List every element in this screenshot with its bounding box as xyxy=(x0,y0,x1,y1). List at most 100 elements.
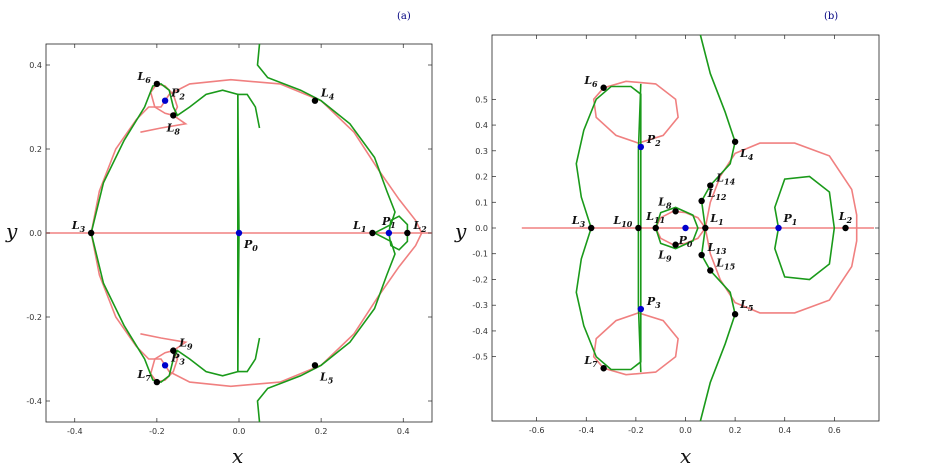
panel-a: (a) -0.4 -0.2 0.0 0.2 0.4 -0.4 -0.2 0.0 0.2 0.4 L… xyxy=(5,11,433,468)
point-l12 xyxy=(698,197,705,205)
point-p1 xyxy=(775,224,782,232)
y-tick-label: -0.4 xyxy=(472,327,488,336)
y-tick-label: 0.2 xyxy=(475,173,488,182)
point-label: P2 xyxy=(170,87,185,102)
pink-inner-lower xyxy=(140,333,188,352)
x-tick-label: 0.2 xyxy=(729,426,742,435)
y-tick-label: -0.2 xyxy=(26,313,42,322)
pink-lobe-upper xyxy=(592,80,679,144)
point-label: L7 xyxy=(583,354,598,369)
point-l2 xyxy=(404,229,411,237)
point-l14 xyxy=(707,182,714,189)
point-label: L3 xyxy=(571,214,586,229)
point-l8 xyxy=(170,112,177,119)
point-p1 xyxy=(385,229,393,237)
point-l5 xyxy=(731,311,739,318)
pink-right-loop xyxy=(704,142,858,314)
panel-a-ylabel: y xyxy=(5,219,18,243)
x-tick-label: -0.2 xyxy=(628,426,644,435)
point-label: L7 xyxy=(137,368,152,383)
point-l10 xyxy=(635,224,642,232)
point-label: L3 xyxy=(71,219,86,234)
point-p3 xyxy=(161,362,169,369)
point-l6 xyxy=(600,84,607,91)
point-label: P0 xyxy=(243,238,258,253)
panel-b-ticks: -0.6 -0.4 -0.2 0.0 0.2 0.4 0.6 -0.5 -0.4 -0.3 -0.2… xyxy=(472,35,879,435)
panel-a-xlabel: x xyxy=(232,444,243,468)
green-loop-p1 xyxy=(773,175,836,281)
point-label: L6 xyxy=(583,74,598,89)
point-l3 xyxy=(87,229,95,237)
point-l7 xyxy=(600,365,607,372)
point-l1 xyxy=(369,229,376,237)
point-label: L14 xyxy=(715,172,735,187)
point-label: L9 xyxy=(178,337,193,352)
point-label: P2 xyxy=(646,133,661,148)
y-tick-label: -0.1 xyxy=(472,250,488,259)
y-tick-label: 0.3 xyxy=(475,147,488,156)
green-inner-loop xyxy=(654,206,699,250)
panel-b-label: (b) xyxy=(824,11,838,22)
x-tick-label: -0.2 xyxy=(149,427,165,436)
x-tick-label: 0.2 xyxy=(315,427,328,436)
point-l2 xyxy=(842,224,849,232)
point-p0 xyxy=(235,229,243,237)
point-label: L4 xyxy=(320,87,335,102)
point-label: L2 xyxy=(838,210,853,225)
pink-outer-curve xyxy=(90,78,423,388)
panel-b: (b) -0.6 -0.4 -0.2 0.0 0.2 0.4 0.6 -0.5 -0.4 -0.3… xyxy=(454,11,880,468)
point-l13 xyxy=(698,251,705,259)
point-l9 xyxy=(672,241,679,248)
panel-a-points: L1 L2 L3 L4 L5 L6 L7 L8 L9 P0 P1 P2 P3 xyxy=(71,70,427,386)
point-l1 xyxy=(702,224,709,232)
point-label: L1 xyxy=(709,212,723,227)
point-label: L10 xyxy=(612,214,632,229)
point-label: L6 xyxy=(137,70,152,85)
point-label: L4 xyxy=(739,147,754,162)
point-label: L15 xyxy=(715,256,735,271)
y-tick-label: 0.0 xyxy=(475,224,488,233)
point-label: L12 xyxy=(707,187,727,202)
y-tick-label: 0.1 xyxy=(475,198,488,207)
pink-lobe-lower xyxy=(592,312,679,376)
x-tick-label: 0.6 xyxy=(828,426,841,435)
point-l4 xyxy=(311,97,319,104)
y-tick-label: -0.3 xyxy=(472,301,488,310)
point-label: P0 xyxy=(678,234,693,249)
point-label: P3 xyxy=(646,295,661,310)
point-label: P1 xyxy=(381,215,396,230)
point-l8 xyxy=(672,208,679,215)
y-tick-label: 0.0 xyxy=(29,229,42,238)
panel-b-xlabel: x xyxy=(680,444,691,468)
point-label: L8 xyxy=(657,195,672,210)
y-tick-label: 0.2 xyxy=(29,145,42,154)
point-label: L5 xyxy=(739,298,754,313)
y-tick-label: 0.4 xyxy=(475,121,488,130)
x-tick-label: 0.4 xyxy=(778,426,791,435)
point-p2 xyxy=(161,97,169,104)
point-label: L11 xyxy=(645,210,665,225)
x-tick-label: -0.6 xyxy=(529,426,545,435)
point-l3 xyxy=(588,224,595,232)
point-l9 xyxy=(170,347,177,354)
point-l7 xyxy=(153,378,161,386)
point-l11 xyxy=(652,224,659,232)
point-p0 xyxy=(682,224,689,232)
panel-b-points: L1 L2 L3 L4 L5 L6 L7 L8 L9 L10 L11 L12 L13 L14 L15 P0 P1… xyxy=(571,74,853,372)
point-label: L1 xyxy=(352,219,366,234)
point-label: L2 xyxy=(412,219,427,234)
panel-b-ylabel: y xyxy=(454,219,467,243)
point-l4 xyxy=(731,138,739,145)
panel-a-label: (a) xyxy=(397,11,411,22)
point-p2 xyxy=(637,143,645,151)
green-bottom-cap xyxy=(237,337,261,373)
point-l5 xyxy=(311,362,319,369)
y-tick-label: -0.2 xyxy=(472,275,488,284)
point-label: L13 xyxy=(707,241,727,256)
green-top-cap xyxy=(237,93,261,129)
point-p3 xyxy=(637,305,645,313)
x-tick-label: -0.4 xyxy=(578,426,594,435)
y-tick-label: 0.4 xyxy=(29,61,42,70)
panel-a-ticks: -0.4 -0.2 0.0 0.2 0.4 -0.4 -0.2 0.0 0.2 0.4 xyxy=(26,44,432,436)
